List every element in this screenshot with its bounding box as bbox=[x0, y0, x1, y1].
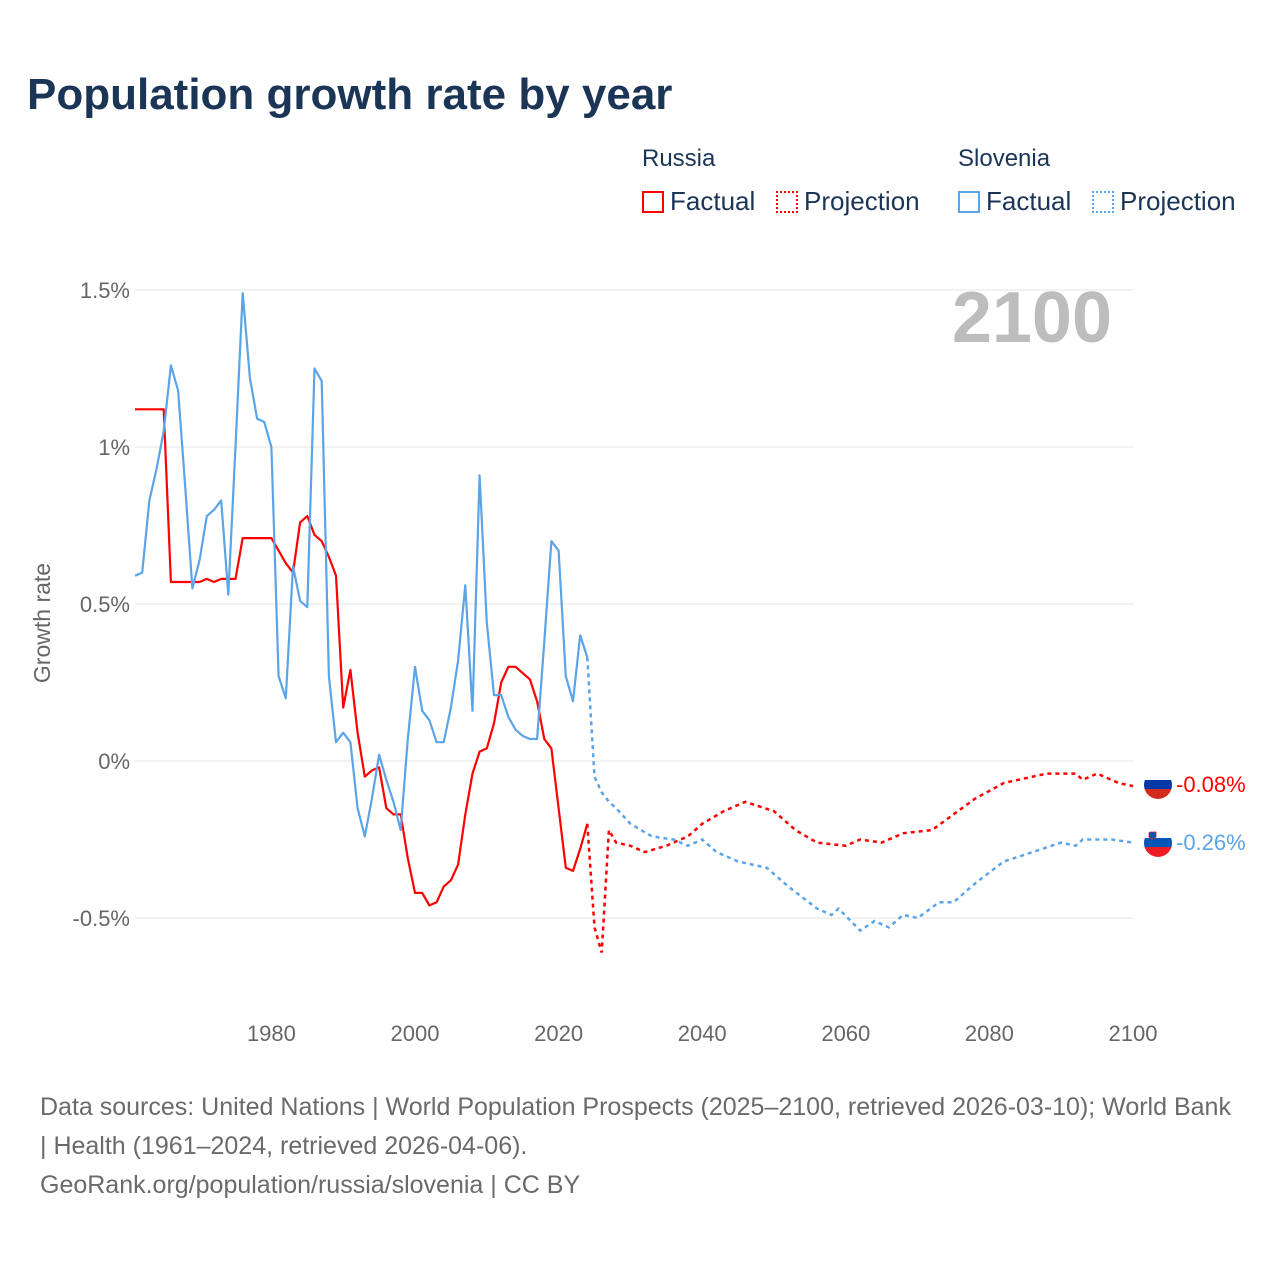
russia-end-label: -0.08% bbox=[1176, 772, 1246, 797]
credit-link[interactable]: GeoRank.org/population/russia/slovenia |… bbox=[40, 1171, 581, 1199]
dotted-swatch-icon bbox=[776, 190, 798, 213]
legend-slovenia-factual[interactable]: Factual bbox=[958, 186, 1071, 217]
footer: Data sources: United Nations | World Pop… bbox=[40, 1088, 1240, 1205]
x-tick-label: 2100 bbox=[1109, 1021, 1158, 1046]
y-tick-label: 1.5% bbox=[80, 278, 130, 303]
russia-projection-line bbox=[586, 772, 1134, 953]
slovenia-flag-marker bbox=[1144, 829, 1172, 857]
current-year-label: 2100 bbox=[952, 278, 1112, 358]
slovenia-projection-line bbox=[586, 657, 1134, 933]
legend-russia-projection[interactable]: Projection bbox=[776, 186, 920, 217]
chart-title: Population growth rate by year bbox=[27, 70, 673, 119]
data-sources-text: Data sources: United Nations | World Pop… bbox=[40, 1093, 1231, 1160]
russia-factual-line bbox=[135, 408, 589, 907]
y-axis-label: Growth rate bbox=[29, 563, 55, 683]
x-tick-label: 2020 bbox=[534, 1021, 583, 1046]
y-tick-label: 0.5% bbox=[80, 592, 130, 617]
x-tick-label: 2000 bbox=[391, 1021, 440, 1046]
x-tick-label: 2040 bbox=[678, 1021, 727, 1046]
legend-label: Projection bbox=[1120, 186, 1236, 216]
legend-russia-factual[interactable]: Factual bbox=[642, 186, 755, 217]
legend-russia-heading: Russia bbox=[642, 145, 716, 172]
solid-swatch-icon bbox=[642, 190, 664, 213]
legend-slovenia-heading: Slovenia bbox=[958, 145, 1051, 172]
x-tick-label: 1980 bbox=[247, 1021, 296, 1046]
slovenia-factual-line bbox=[134, 292, 589, 838]
solid-swatch-icon bbox=[958, 190, 980, 213]
x-tick-label: 2060 bbox=[821, 1021, 870, 1046]
y-tick-label: 0% bbox=[98, 749, 130, 774]
legend-label: Projection bbox=[804, 186, 920, 216]
legend-slovenia-projection[interactable]: Projection bbox=[1092, 186, 1236, 217]
y-tick-label: -0.5% bbox=[73, 906, 130, 931]
slovenia-end-label: -0.26% bbox=[1176, 830, 1246, 855]
dotted-swatch-icon bbox=[1092, 190, 1114, 213]
russia-flag-marker bbox=[1144, 771, 1172, 799]
legend-label: Factual bbox=[986, 186, 1072, 216]
x-tick-label: 2080 bbox=[965, 1021, 1014, 1046]
y-tick-label: 1% bbox=[98, 435, 130, 460]
legend-label: Factual bbox=[670, 186, 756, 216]
line-chart: -0.5% 0% 0.5% 1% 1.5% 1980 2000 2020 2040 2060 208… bbox=[29, 278, 1246, 1046]
